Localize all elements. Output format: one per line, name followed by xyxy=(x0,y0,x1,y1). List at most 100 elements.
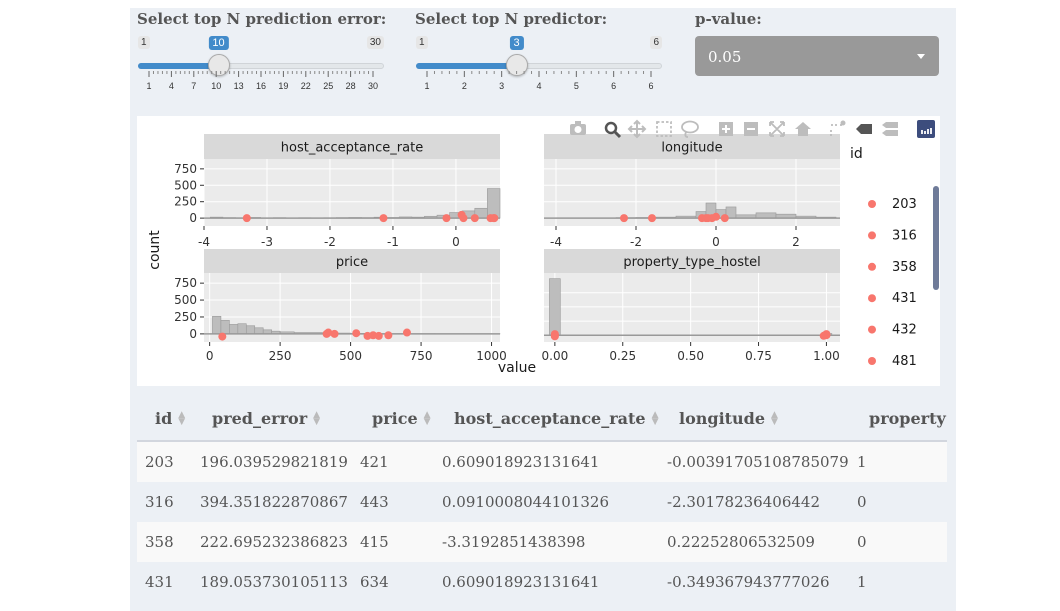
error-point[interactable] xyxy=(242,214,251,223)
column-header-pred-error[interactable]: pred_error ▲ ▼ xyxy=(192,396,352,442)
sort-arrows-icon[interactable]: ▲ ▼ xyxy=(178,410,186,427)
table-cell-price: 443 xyxy=(352,482,434,522)
histogram-bar[interactable] xyxy=(755,212,777,219)
sort-arrows-icon[interactable]: ▲ ▼ xyxy=(771,410,778,427)
error-point[interactable] xyxy=(442,214,451,223)
error-point[interactable] xyxy=(324,328,333,337)
x-tick-label: 0.00 xyxy=(542,349,569,363)
x-tick-label: 0.50 xyxy=(677,349,704,363)
column-header-property[interactable]: property xyxy=(849,396,947,442)
legend-item-label[interactable]: 203 xyxy=(892,197,917,212)
spike-lines-icon[interactable] xyxy=(830,120,846,137)
top-n-error-slider[interactable]: 1 30 10 1 4 7 10 13 16 19 22 25 28 30 xyxy=(138,34,384,104)
error-point[interactable] xyxy=(379,214,388,223)
x-tick-label: -4 xyxy=(550,235,562,249)
autoscale-icon[interactable] xyxy=(769,121,785,137)
x-tick-label: -2 xyxy=(324,235,336,249)
reset-axes-icon[interactable] xyxy=(795,122,811,136)
error-point[interactable] xyxy=(648,214,656,223)
y-tick-label: 250 xyxy=(174,310,197,324)
error-point[interactable] xyxy=(470,214,479,223)
column-header-id[interactable]: id ▲ ▼ xyxy=(137,396,192,442)
legend-scrollbar[interactable] xyxy=(933,186,939,290)
table-cell-id: 358 xyxy=(137,522,192,562)
table-row[interactable]: 316 394.351822870867 443 0.0910008044101326… xyxy=(137,482,947,522)
sort-arrows-icon[interactable]: ▲ ▼ xyxy=(423,410,431,427)
slider-handle[interactable] xyxy=(207,54,230,76)
legend-marker[interactable] xyxy=(868,325,876,334)
legend-item-label[interactable]: 431 xyxy=(892,291,917,306)
histogram-bar[interactable] xyxy=(487,188,501,219)
x-tick-label: -4 xyxy=(198,235,210,249)
error-point[interactable] xyxy=(459,214,468,223)
x-tick-label: 0 xyxy=(452,235,460,249)
pan-icon[interactable] xyxy=(627,119,647,139)
error-point[interactable] xyxy=(819,331,828,340)
error-point[interactable] xyxy=(712,212,720,221)
column-header-label: pred_error xyxy=(212,408,308,428)
legend-marker[interactable] xyxy=(868,294,876,303)
slider-value-badge: 3 xyxy=(509,36,524,50)
legend-marker[interactable] xyxy=(868,200,876,208)
legend-marker[interactable] xyxy=(868,357,876,365)
slider-min-label: 1 xyxy=(416,36,428,49)
error-point[interactable] xyxy=(384,331,393,340)
error-point[interactable] xyxy=(620,214,628,223)
column-header-longitude[interactable]: longitude ▲ ▼ xyxy=(659,396,849,442)
plotly-logo-icon[interactable] xyxy=(917,120,935,138)
x-tick-label: 500 xyxy=(339,349,362,363)
column-header-host-acceptance-rate[interactable]: host_acceptance_rate ▲ ▼ xyxy=(434,396,659,442)
zoom-in-icon[interactable] xyxy=(719,122,733,136)
histogram-bar[interactable] xyxy=(237,323,247,335)
error-point[interactable] xyxy=(550,332,559,341)
slider-handle[interactable] xyxy=(505,54,528,76)
legend-marker[interactable] xyxy=(868,231,876,240)
sort-arrows-icon[interactable]: ▲ ▼ xyxy=(651,410,659,427)
table-row[interactable]: 431 189.053730105113 634 0.609018923131641-… xyxy=(137,562,947,602)
error-point[interactable] xyxy=(374,331,383,340)
histogram-bar[interactable] xyxy=(245,325,256,335)
legend-title: id xyxy=(850,146,863,162)
camera-icon[interactable] xyxy=(570,121,586,135)
error-point[interactable] xyxy=(402,328,411,337)
slider-tick-label: 5 xyxy=(574,81,579,91)
table-cell-pred-error: 196.039529821819 xyxy=(192,441,352,482)
top-n-predictor-slider[interactable]: 1 6 3 1 2 3 4 5 6 6 xyxy=(416,34,662,104)
column-header-price[interactable]: price ▲ ▼ xyxy=(352,396,434,442)
error-point[interactable] xyxy=(352,329,361,338)
table-row[interactable]: 203 196.039529821819 421 0.609018923131641-… xyxy=(137,441,947,482)
legend-item-label[interactable]: 358 xyxy=(892,260,917,275)
table-cell-longitude: -2.30178236406442 xyxy=(659,482,849,522)
legend-marker[interactable] xyxy=(868,262,876,271)
legend-item-label[interactable]: 432 xyxy=(892,323,917,338)
error-point[interactable] xyxy=(330,329,339,338)
zoom-icon[interactable] xyxy=(604,121,622,139)
zoom-out-icon[interactable] xyxy=(744,122,758,136)
legend-item-label[interactable]: 481 xyxy=(892,354,917,369)
lasso-icon[interactable] xyxy=(681,120,699,138)
histogram-bar[interactable] xyxy=(229,324,239,335)
error-point[interactable] xyxy=(490,214,499,223)
pvalue-select[interactable]: 0.05 xyxy=(695,36,939,76)
slider-tick-label: 16 xyxy=(256,81,266,91)
column-header-label: property xyxy=(869,408,946,428)
slider-error-label: Select top N prediction error: xyxy=(137,10,387,28)
table-cell-longitude: 0.22252806532509 xyxy=(659,522,849,562)
error-point[interactable] xyxy=(218,332,227,341)
hover-closest-icon[interactable] xyxy=(856,124,872,134)
histogram-bar[interactable] xyxy=(220,320,230,335)
y-tick-label: 750 xyxy=(174,162,197,176)
hover-compare-icon[interactable] xyxy=(882,122,898,136)
table-row[interactable]: 358 222.695232386823 415 -3.3192851438398 0.… xyxy=(137,522,947,562)
facet-strip xyxy=(204,134,500,159)
histogram-bar[interactable] xyxy=(212,315,222,335)
legend-item-label[interactable]: 316 xyxy=(892,228,917,243)
table-cell-pred-error: 189.053730105113 xyxy=(192,562,352,602)
histogram-bar[interactable] xyxy=(254,327,264,335)
histogram-bar[interactable] xyxy=(549,278,561,336)
y-tick-label: 750 xyxy=(174,276,197,290)
box-select-icon[interactable] xyxy=(656,121,672,137)
column-header-label: host_acceptance_rate xyxy=(454,408,646,428)
sort-arrows-icon[interactable]: ▲ ▼ xyxy=(313,410,321,427)
error-point[interactable] xyxy=(720,214,729,223)
